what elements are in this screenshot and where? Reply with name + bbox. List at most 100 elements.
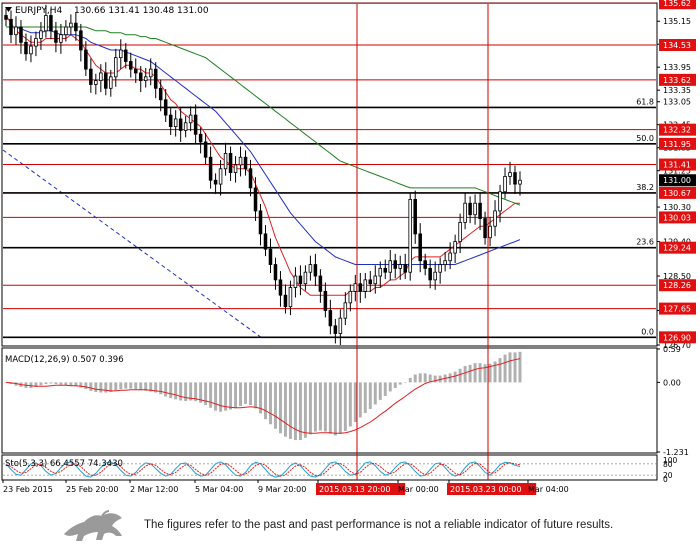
- current-price-badge: [659, 174, 696, 187]
- candle-body: [143, 76, 148, 82]
- ma_fast-line: [5, 15, 520, 296]
- stoch-layer: [3, 461, 656, 478]
- macd-histogram-bar: [278, 382, 282, 434]
- candle-body: [158, 87, 163, 101]
- candle-body: [253, 187, 258, 212]
- candle-body: [383, 267, 388, 273]
- candle-body: [168, 114, 173, 128]
- candle-body: [363, 279, 368, 292]
- candle-body: [258, 210, 263, 235]
- time-axis-label: 9 Mar 20:00: [258, 485, 306, 494]
- candle-body: [393, 260, 398, 269]
- footer: The figures refer to the past and past p…: [0, 502, 700, 552]
- price-axis-label: 133.35: [663, 86, 691, 95]
- candle-body: [148, 68, 153, 78]
- candle-body: [388, 260, 393, 273]
- macd-histogram-bar: [488, 363, 492, 383]
- candle-body: [114, 57, 118, 78]
- fib-level-label: 23.6: [636, 238, 654, 247]
- candle-body: [188, 114, 193, 124]
- macd-histogram-bar: [483, 364, 487, 383]
- ohlc-label: 130.66 131.41 130.48 131.00: [74, 6, 209, 16]
- candle-body: [268, 248, 273, 265]
- macd-histogram-bar: [89, 382, 93, 391]
- macd-histogram-bar: [194, 382, 198, 402]
- macd-histogram-bar: [149, 382, 153, 392]
- candle-body: [124, 49, 128, 62]
- price-axis-label: 135.15: [663, 17, 691, 26]
- candle-body: [163, 99, 168, 116]
- macd-histogram-bar: [219, 382, 223, 412]
- macd-histogram-bar: [44, 382, 48, 385]
- price-axis-label: 133.05: [663, 98, 691, 107]
- ma_slow-line: [6, 26, 521, 206]
- candle-body: [119, 49, 123, 59]
- price-panel-frame: [1, 2, 658, 347]
- level-badge-label: 135.62: [663, 0, 691, 8]
- candle-body: [318, 275, 323, 292]
- macd-histogram-bar: [244, 382, 248, 404]
- level-badge: [659, 186, 696, 199]
- candle-body: [293, 275, 298, 288]
- macd-histogram-bar: [358, 382, 362, 418]
- macd-histogram-bar: [224, 382, 228, 411]
- macd-histogram-bar: [423, 373, 427, 383]
- candle-body: [313, 264, 318, 277]
- candle-body: [84, 49, 88, 70]
- price-layer: 61.8 50.0 38.2 23.6 0.0: [2, 2, 656, 345]
- macd-histogram-bar: [398, 382, 402, 385]
- level-badge-label: 128.26: [663, 281, 691, 290]
- macd-histogram-bar: [184, 382, 188, 402]
- macd-histogram-bar: [453, 371, 457, 383]
- macd-histogram-bar: [169, 382, 173, 399]
- level-badge-label: 130.03: [663, 213, 691, 222]
- level-badge: [659, 302, 696, 315]
- bull-logo-icon: [64, 510, 122, 541]
- time-axis-label: Mar 04:00: [528, 485, 569, 494]
- candle-body: [9, 18, 13, 36]
- level-badge-label: 126.90: [663, 333, 691, 342]
- macd-histogram-bar: [493, 361, 497, 383]
- time-marker-badge: [447, 483, 537, 495]
- macd-histogram-bar: [343, 382, 347, 432]
- macd-histogram-bar: [333, 382, 337, 436]
- candle-body: [104, 72, 108, 89]
- macd-histogram-bar: [438, 375, 442, 383]
- macd-histogram-bar: [114, 382, 118, 391]
- candle-body: [24, 41, 28, 55]
- macd-histogram-bar: [338, 382, 342, 434]
- candle-body: [128, 61, 133, 70]
- dropdown-triangle-icon[interactable]: [5, 7, 12, 12]
- level-badge-label: 131.41: [663, 161, 691, 170]
- candle-body: [348, 290, 353, 304]
- candle-body: [133, 68, 138, 74]
- macd-histogram-bar: [408, 377, 412, 383]
- fib-level-label: 50.0: [636, 134, 654, 143]
- candle-body: [238, 156, 243, 166]
- time-marker-badge: [316, 483, 406, 495]
- macd-histogram-bar: [164, 382, 168, 397]
- price-axis-label: 130.30: [663, 203, 691, 212]
- candle-body: [74, 22, 78, 32]
- macd-histogram-bar: [154, 382, 158, 393]
- candle-body: [508, 172, 512, 177]
- candle-body: [218, 168, 223, 185]
- macd-histogram-bar: [189, 382, 193, 401]
- fib-level-label: 38.2: [636, 183, 654, 192]
- macd-histogram-bar: [249, 382, 253, 405]
- macd-histogram-bar: [303, 382, 307, 438]
- time-axis-label: 2 Mar 12:00: [130, 485, 178, 494]
- candle-body: [19, 26, 23, 43]
- macd-histogram-bar: [288, 382, 292, 439]
- candle-body: [54, 30, 58, 43]
- macd-histogram-bar: [134, 382, 138, 390]
- candle-body: [138, 72, 143, 82]
- level-badge: [659, 158, 696, 171]
- macd-histogram-bar: [159, 382, 163, 395]
- macd-histogram-bar: [54, 382, 58, 385]
- candle-body: [373, 275, 378, 285]
- candle-body: [433, 271, 437, 281]
- candle-body: [478, 202, 482, 219]
- candle-body: [458, 221, 462, 242]
- level-badge-label: 134.53: [663, 41, 691, 50]
